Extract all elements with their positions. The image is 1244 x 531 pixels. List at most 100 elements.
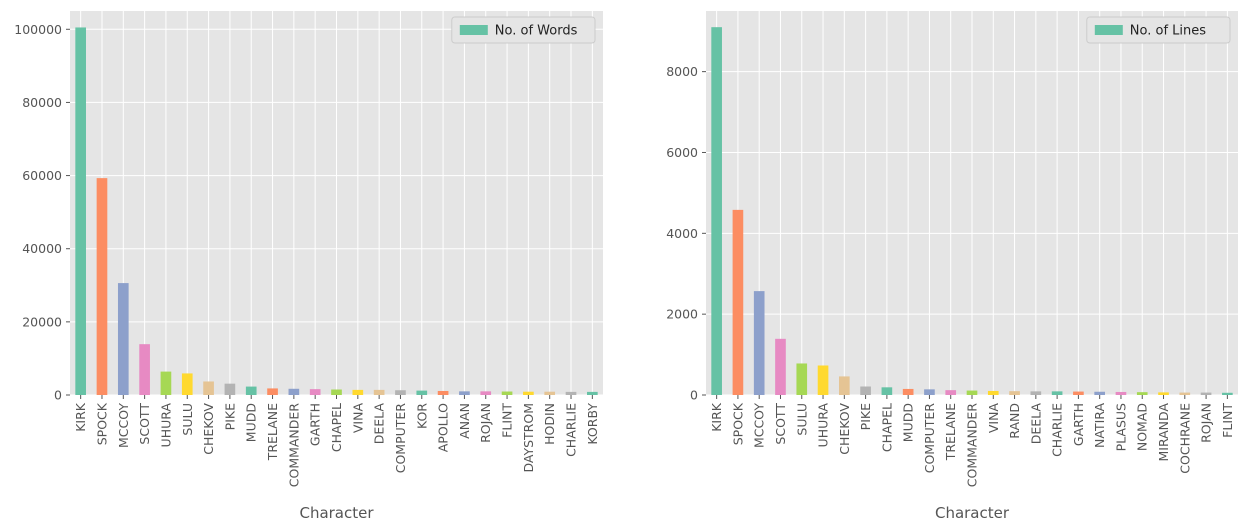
y-tick-label: 4000 xyxy=(666,226,698,241)
bar-computer xyxy=(924,389,935,395)
bar-scott xyxy=(775,338,786,395)
bar-chekov xyxy=(839,376,850,395)
bar-trelane xyxy=(267,388,278,395)
x-tick-label: NATIRA xyxy=(1092,403,1107,448)
x-tick-label: UHURA xyxy=(158,403,173,448)
bar-flint xyxy=(1222,392,1233,395)
bar-mudd xyxy=(902,388,914,395)
x-tick-label: FLINT xyxy=(500,403,515,438)
bar-charlie xyxy=(1051,391,1063,395)
x-tick-label: MUDD xyxy=(901,403,916,442)
bar-kor xyxy=(416,390,428,395)
legend-swatch xyxy=(459,25,488,35)
bar-rojan xyxy=(480,391,492,395)
x-tick-label: DEELA xyxy=(372,403,387,445)
bar-commander xyxy=(966,390,978,395)
x-tick-label: ROJAN xyxy=(1199,403,1214,443)
x-tick-label: CHAPEL xyxy=(879,403,894,452)
x-tick-label: PIKE xyxy=(858,403,873,430)
x-tick-label: GARTH xyxy=(1071,403,1086,446)
x-tick-label: ROJAN xyxy=(478,403,493,443)
legend: No. of Words xyxy=(451,16,596,44)
y-tick-label: 80000 xyxy=(22,95,62,110)
y-tick-label: 8000 xyxy=(666,64,698,79)
chart-panel-2: 0 2000 4000 6000 8000 KIRK SPOCK MCCOY SCOTT SULU… xyxy=(666,11,1238,522)
x-tick-label: CHEKOV xyxy=(837,403,852,455)
bar-chapel xyxy=(331,389,342,395)
x-tick-label: ANAN xyxy=(457,403,472,439)
y-tick-label: 60000 xyxy=(22,168,62,183)
x-tick-label: MCCOY xyxy=(752,403,767,448)
x-tick-label: COMPUTER xyxy=(393,403,408,474)
bar-computer xyxy=(395,390,406,395)
bar-deela xyxy=(373,389,385,395)
bar-charlie xyxy=(565,391,577,395)
bar-kirk xyxy=(711,27,722,395)
x-tick-label: COMMANDER xyxy=(286,403,301,488)
x-tick-label: MUDD xyxy=(244,403,259,442)
x-tick-label: SPOCK xyxy=(730,402,745,445)
legend-box xyxy=(1086,16,1231,44)
bar-plasus xyxy=(1115,391,1127,395)
x-axis-title: Character xyxy=(299,504,374,522)
x-tick-label: KIRK xyxy=(709,402,724,432)
bar-uhura xyxy=(160,371,172,395)
bar-anan xyxy=(459,391,470,395)
bar-chekov xyxy=(203,381,214,395)
bar-korby xyxy=(587,391,598,395)
x-tick-label: SPOCK xyxy=(94,402,109,445)
bar-garth xyxy=(1073,391,1084,395)
y-tick-label: 6000 xyxy=(666,145,698,160)
x-tick-label: PLASUS xyxy=(1113,403,1128,451)
x-tick-label: CHAPEL xyxy=(329,403,344,452)
y-tick-label: 40000 xyxy=(22,241,62,256)
bar-hodin xyxy=(544,391,556,395)
y-tick-label: 0 xyxy=(690,388,698,403)
bar-sulu xyxy=(181,373,193,395)
bar-mccoy xyxy=(117,283,129,395)
bar-sulu xyxy=(796,363,808,395)
bar-vina xyxy=(987,390,999,395)
x-tick-label: TRELANE xyxy=(265,403,280,461)
x-tick-label: SCOTT xyxy=(773,403,788,445)
legend-swatch xyxy=(1094,25,1123,35)
x-tick-label: SCOTT xyxy=(137,403,152,445)
bar-deela xyxy=(1030,391,1042,395)
bar-pike xyxy=(860,386,871,395)
x-tick-label: APOLLO xyxy=(436,403,451,452)
x-tick-label: PIKE xyxy=(222,403,237,430)
legend-box xyxy=(451,16,596,44)
bar-flint xyxy=(501,391,513,395)
x-tick-label: VINA xyxy=(350,403,365,434)
x-tick-label: UHURA xyxy=(816,403,831,448)
chart-panel-1: 0 20000 40000 60000 80000 100000 KIRK SPOCK MCCO… xyxy=(14,11,603,522)
bar-pike xyxy=(224,383,236,395)
x-tick-label: KORBY xyxy=(585,403,600,445)
x-tick-label: CHEKOV xyxy=(201,403,216,455)
x-tick-label: COMMANDER xyxy=(965,403,980,488)
x-tick-label: VINA xyxy=(986,403,1001,434)
x-tick-label: COMPUTER xyxy=(922,403,937,474)
x-tick-label: KIRK xyxy=(73,402,88,432)
bar-rand xyxy=(1009,391,1020,395)
bar-cochrane xyxy=(1179,392,1191,395)
bar-vina xyxy=(352,389,364,395)
y-tick-label: 0 xyxy=(54,388,62,403)
bar-daystrom xyxy=(523,391,534,395)
bar-apollo xyxy=(437,390,449,395)
legend-label: No. of Words xyxy=(495,24,578,39)
bar-spock xyxy=(732,209,744,395)
x-tick-label: GARTH xyxy=(308,403,323,446)
bar-mudd xyxy=(245,386,257,395)
x-tick-label: COCHRANE xyxy=(1177,403,1192,474)
x-tick-label: FLINT xyxy=(1220,403,1235,438)
bar-natira xyxy=(1094,391,1105,395)
bar-garth xyxy=(309,389,321,395)
x-tick-label: RAND xyxy=(1007,403,1022,439)
bar-scott xyxy=(139,344,150,395)
bar-miranda xyxy=(1158,392,1169,395)
bar-commander xyxy=(288,388,300,395)
x-tick-label: SULU xyxy=(180,403,195,436)
